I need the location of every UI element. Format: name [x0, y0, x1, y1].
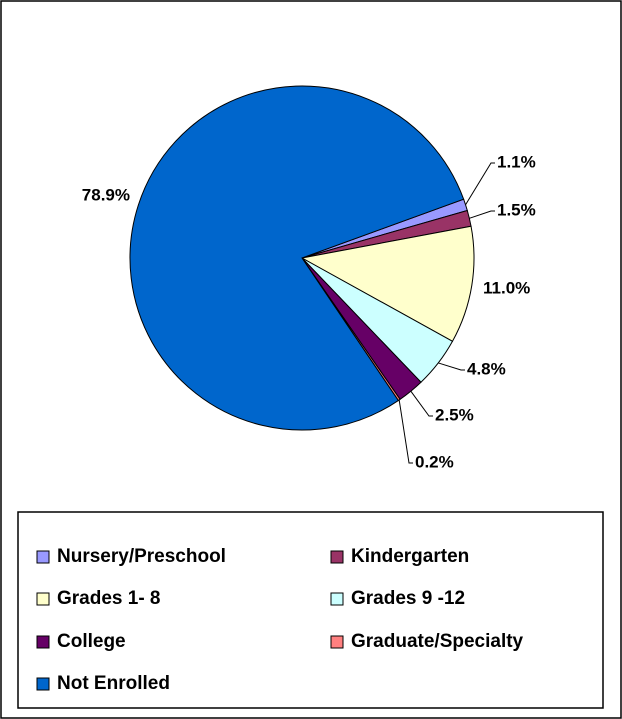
- leader-line: [465, 162, 495, 206]
- legend-label: Graduate/Specialty: [351, 631, 524, 652]
- legend-label: College: [57, 631, 126, 652]
- pie-slice: [129, 85, 465, 431]
- data-label: 78.9%: [82, 185, 130, 204]
- legend-swatch: [36, 677, 50, 691]
- legend-label: Not Enrolled: [57, 673, 170, 694]
- legend-label: Nursery/Preschool: [57, 546, 226, 567]
- data-label: 2.5%: [435, 405, 474, 424]
- legend-swatch: [36, 550, 50, 564]
- legend-box: [17, 511, 604, 709]
- legend-swatch: [330, 592, 344, 606]
- data-label: 1.5%: [497, 200, 536, 219]
- legend-swatch: [330, 635, 344, 649]
- pie-slice: [300, 225, 475, 342]
- data-label: 11.0%: [483, 278, 530, 297]
- data-label: 4.8%: [467, 359, 506, 378]
- leader-line: [438, 362, 465, 371]
- legend-swatch: [36, 592, 50, 606]
- leader-line: [410, 390, 433, 417]
- data-label: 1.1%: [497, 152, 536, 171]
- legend-swatch: [330, 550, 344, 564]
- leader-line: [398, 399, 413, 464]
- legend-label: Grades 9 -12: [351, 588, 465, 609]
- leader-line: [469, 210, 495, 219]
- legend-swatch: [36, 635, 50, 649]
- data-label: 0.2%: [415, 452, 454, 471]
- legend-label: Kindergarten: [351, 546, 469, 567]
- legend-label: Grades 1- 8: [57, 588, 161, 609]
